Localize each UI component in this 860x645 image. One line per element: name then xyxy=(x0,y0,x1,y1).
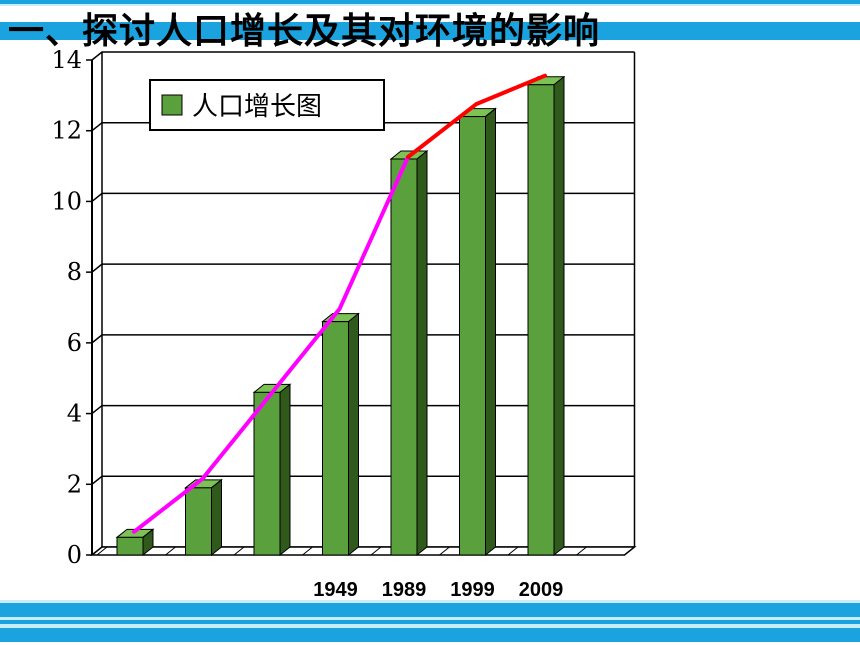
bar xyxy=(322,321,349,556)
chart-grid xyxy=(86,51,637,556)
floor-divider xyxy=(302,546,313,556)
chart-ticks: 0 2 4 6 8 10 12 14 1949 1989 1999 2009 xyxy=(51,46,563,601)
chart-legend: 人口增长图 xyxy=(149,79,385,131)
bottom-stripe-light-2 xyxy=(0,617,860,620)
x-tick-label: 1989 xyxy=(382,579,427,601)
x-tick-label: 2009 xyxy=(519,579,564,601)
bottom-stripe-light-3 xyxy=(0,624,860,628)
floor-divider xyxy=(507,546,519,556)
floor-divider xyxy=(96,546,108,556)
bar xyxy=(390,158,418,556)
floor-divider xyxy=(439,546,450,556)
chart-back-wall xyxy=(102,52,635,547)
trend-line xyxy=(406,73,547,159)
bar xyxy=(527,84,555,556)
bottom-stripe-2 xyxy=(0,620,860,624)
floor-divider xyxy=(165,546,176,556)
top-stripe xyxy=(0,0,860,4)
slide-title: 一、探讨人口增长及其对环境的影响 xyxy=(8,11,601,52)
x-tick-label: 1999 xyxy=(450,579,495,601)
title-stripe xyxy=(0,22,860,40)
bar-side xyxy=(279,383,291,557)
x-tick-label: 1949 xyxy=(313,579,358,601)
bar xyxy=(116,536,144,556)
bar-side xyxy=(485,107,496,557)
y-tick-label: 14 xyxy=(51,46,82,74)
bar xyxy=(459,116,486,556)
chart-bars xyxy=(115,75,566,557)
y-tick-label: 8 xyxy=(67,258,82,286)
bar xyxy=(253,391,281,556)
chart-floor xyxy=(89,546,637,556)
y-tick-label: 10 xyxy=(51,187,82,215)
legend-label: 人口增长图 xyxy=(192,92,322,122)
bar-side xyxy=(553,75,565,557)
y-tick-label: 2 xyxy=(67,470,82,498)
floor-divider xyxy=(576,546,587,556)
bottom-stripe-light xyxy=(0,600,860,603)
trend-line xyxy=(132,155,410,534)
y-tick-label: 0 xyxy=(67,541,82,569)
floor-divider xyxy=(233,546,245,556)
bottom-stripe xyxy=(0,603,860,617)
y-tick-label: 12 xyxy=(51,117,82,145)
bar-side xyxy=(348,312,359,557)
legend-box xyxy=(149,79,385,131)
bar xyxy=(185,487,212,556)
legend-swatch xyxy=(161,94,183,116)
top-stripe-light xyxy=(0,4,860,6)
y-tick-label: 6 xyxy=(67,329,82,357)
bar-side xyxy=(211,478,222,557)
y-tick-label: 4 xyxy=(67,400,82,428)
chart-trend-lines xyxy=(132,73,547,534)
floor-divider xyxy=(370,546,382,556)
bottom-stripe-3 xyxy=(0,628,860,642)
bar-side xyxy=(416,149,428,557)
